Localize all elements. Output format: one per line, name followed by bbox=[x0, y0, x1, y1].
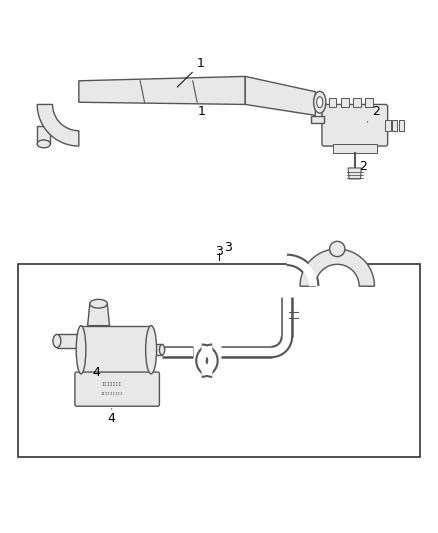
Ellipse shape bbox=[90, 300, 107, 308]
Polygon shape bbox=[81, 326, 151, 374]
Text: 4: 4 bbox=[108, 409, 116, 425]
Ellipse shape bbox=[145, 326, 157, 374]
Text: 2: 2 bbox=[360, 160, 367, 173]
Ellipse shape bbox=[37, 140, 50, 148]
Text: IIIIIIIII: IIIIIIIII bbox=[100, 392, 123, 395]
Polygon shape bbox=[328, 98, 336, 107]
Polygon shape bbox=[392, 120, 397, 131]
Ellipse shape bbox=[329, 241, 345, 257]
Text: 1: 1 bbox=[177, 57, 205, 87]
Ellipse shape bbox=[314, 91, 326, 113]
Ellipse shape bbox=[53, 334, 61, 348]
Polygon shape bbox=[333, 144, 377, 152]
FancyBboxPatch shape bbox=[75, 372, 159, 406]
Text: 4: 4 bbox=[92, 366, 100, 379]
Ellipse shape bbox=[317, 97, 323, 108]
Polygon shape bbox=[385, 120, 391, 131]
Ellipse shape bbox=[159, 344, 165, 355]
Polygon shape bbox=[341, 98, 349, 107]
Text: 2: 2 bbox=[367, 106, 380, 122]
Polygon shape bbox=[57, 334, 77, 348]
Polygon shape bbox=[300, 249, 374, 286]
Polygon shape bbox=[88, 304, 110, 326]
Polygon shape bbox=[311, 116, 324, 123]
Polygon shape bbox=[37, 126, 50, 144]
Text: 3: 3 bbox=[224, 241, 232, 254]
Ellipse shape bbox=[76, 326, 86, 374]
Polygon shape bbox=[353, 98, 361, 107]
Polygon shape bbox=[348, 168, 361, 179]
Polygon shape bbox=[365, 98, 373, 107]
Polygon shape bbox=[399, 120, 404, 131]
Text: IIIIIII: IIIIIII bbox=[102, 382, 122, 387]
Polygon shape bbox=[245, 76, 315, 115]
Polygon shape bbox=[151, 344, 162, 355]
Bar bbox=[18, 264, 420, 457]
Polygon shape bbox=[37, 104, 79, 146]
Polygon shape bbox=[79, 76, 245, 104]
Text: 3: 3 bbox=[215, 245, 223, 257]
FancyBboxPatch shape bbox=[322, 104, 388, 146]
Text: 1: 1 bbox=[198, 106, 205, 118]
